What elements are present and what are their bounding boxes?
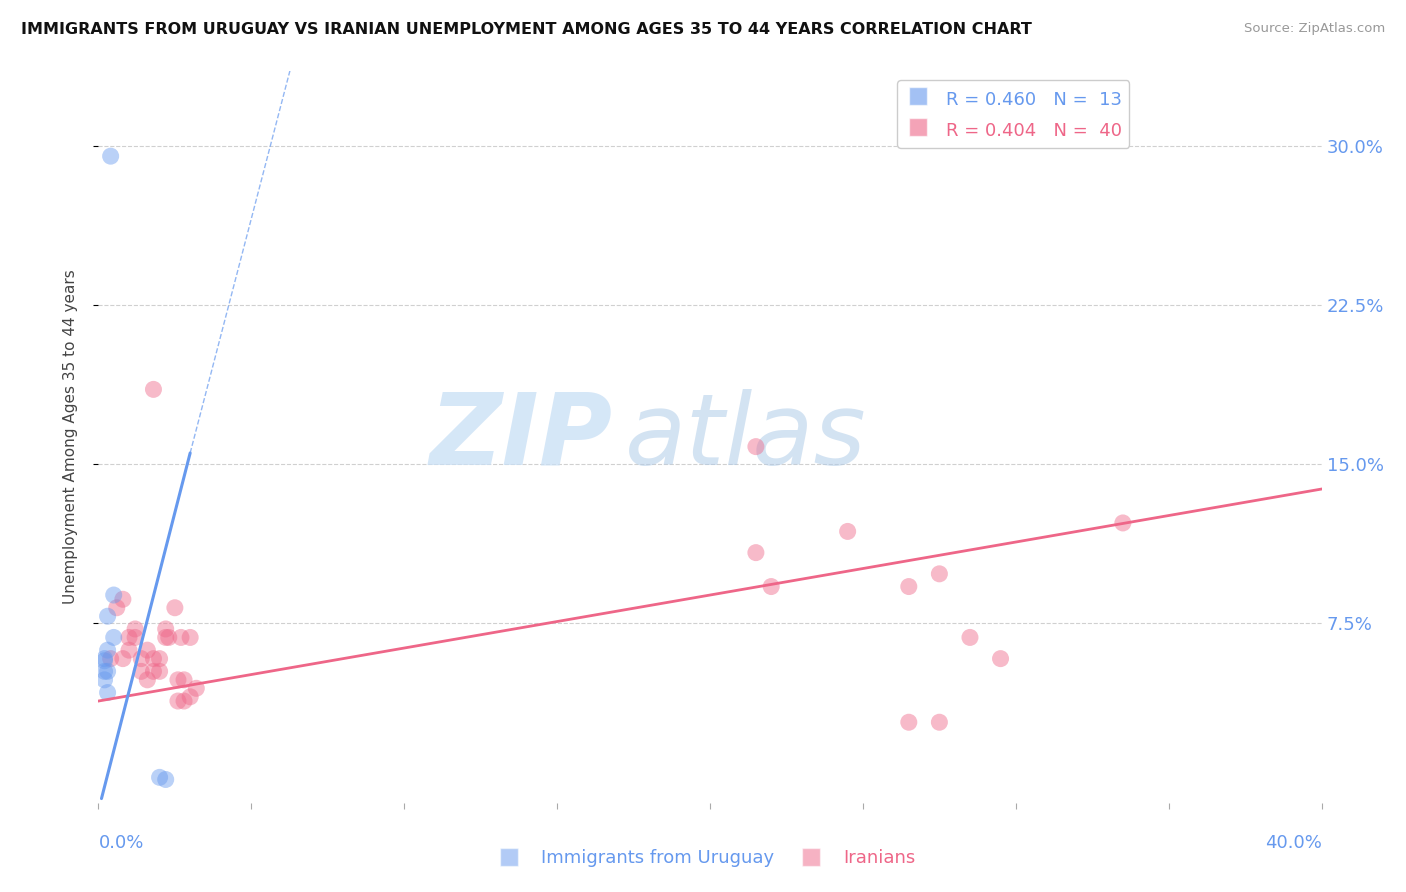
Point xyxy=(745,546,768,560)
Text: 0.0%: 0.0% xyxy=(98,834,143,852)
Point xyxy=(93,654,115,668)
Point xyxy=(170,631,193,645)
Point xyxy=(928,566,950,581)
Point xyxy=(129,651,152,665)
Point xyxy=(129,665,152,679)
Point xyxy=(155,772,177,787)
Point xyxy=(93,651,115,665)
Point xyxy=(179,690,201,704)
Point xyxy=(118,643,141,657)
Point xyxy=(105,600,128,615)
Legend: Immigrants from Uruguay, Iranians: Immigrants from Uruguay, Iranians xyxy=(484,842,922,874)
Point xyxy=(959,631,981,645)
Point xyxy=(124,631,146,645)
Point xyxy=(155,622,177,636)
Point xyxy=(103,631,125,645)
Point xyxy=(897,580,920,594)
Point xyxy=(100,651,122,665)
Point xyxy=(163,600,186,615)
Point xyxy=(103,588,125,602)
Point xyxy=(97,643,120,657)
Text: IMMIGRANTS FROM URUGUAY VS IRANIAN UNEMPLOYMENT AMONG AGES 35 TO 44 YEARS CORREL: IMMIGRANTS FROM URUGUAY VS IRANIAN UNEMP… xyxy=(21,22,1032,37)
Point xyxy=(897,715,920,730)
Point xyxy=(93,673,115,687)
Point xyxy=(759,580,782,594)
Point xyxy=(173,673,195,687)
Point xyxy=(100,149,122,163)
Point xyxy=(155,631,177,645)
Text: atlas: atlas xyxy=(624,389,866,485)
Point xyxy=(149,651,172,665)
Point xyxy=(837,524,859,539)
Point xyxy=(124,622,146,636)
Point xyxy=(93,665,115,679)
Point xyxy=(111,651,134,665)
Text: 40.0%: 40.0% xyxy=(1265,834,1322,852)
Point xyxy=(173,694,195,708)
Point xyxy=(1112,516,1135,530)
Point xyxy=(186,681,208,696)
Point xyxy=(142,383,165,397)
Point xyxy=(136,643,159,657)
Point xyxy=(157,631,180,645)
Text: Source: ZipAtlas.com: Source: ZipAtlas.com xyxy=(1244,22,1385,36)
Point xyxy=(97,665,120,679)
Text: ZIP: ZIP xyxy=(429,389,612,485)
Point xyxy=(142,651,165,665)
Point xyxy=(97,609,120,624)
Point xyxy=(136,673,159,687)
Point xyxy=(179,631,201,645)
Point xyxy=(118,631,141,645)
Point xyxy=(149,665,172,679)
Point xyxy=(167,673,190,687)
Legend: R = 0.460   N =  13, R = 0.404   N =  40: R = 0.460 N = 13, R = 0.404 N = 40 xyxy=(897,80,1129,148)
Point xyxy=(167,694,190,708)
Point xyxy=(142,665,165,679)
Point xyxy=(111,592,134,607)
Point xyxy=(928,715,950,730)
Y-axis label: Unemployment Among Ages 35 to 44 years: Unemployment Among Ages 35 to 44 years xyxy=(63,269,77,605)
Point xyxy=(745,440,768,454)
Point xyxy=(149,770,172,784)
Point xyxy=(97,685,120,699)
Point xyxy=(990,651,1012,665)
